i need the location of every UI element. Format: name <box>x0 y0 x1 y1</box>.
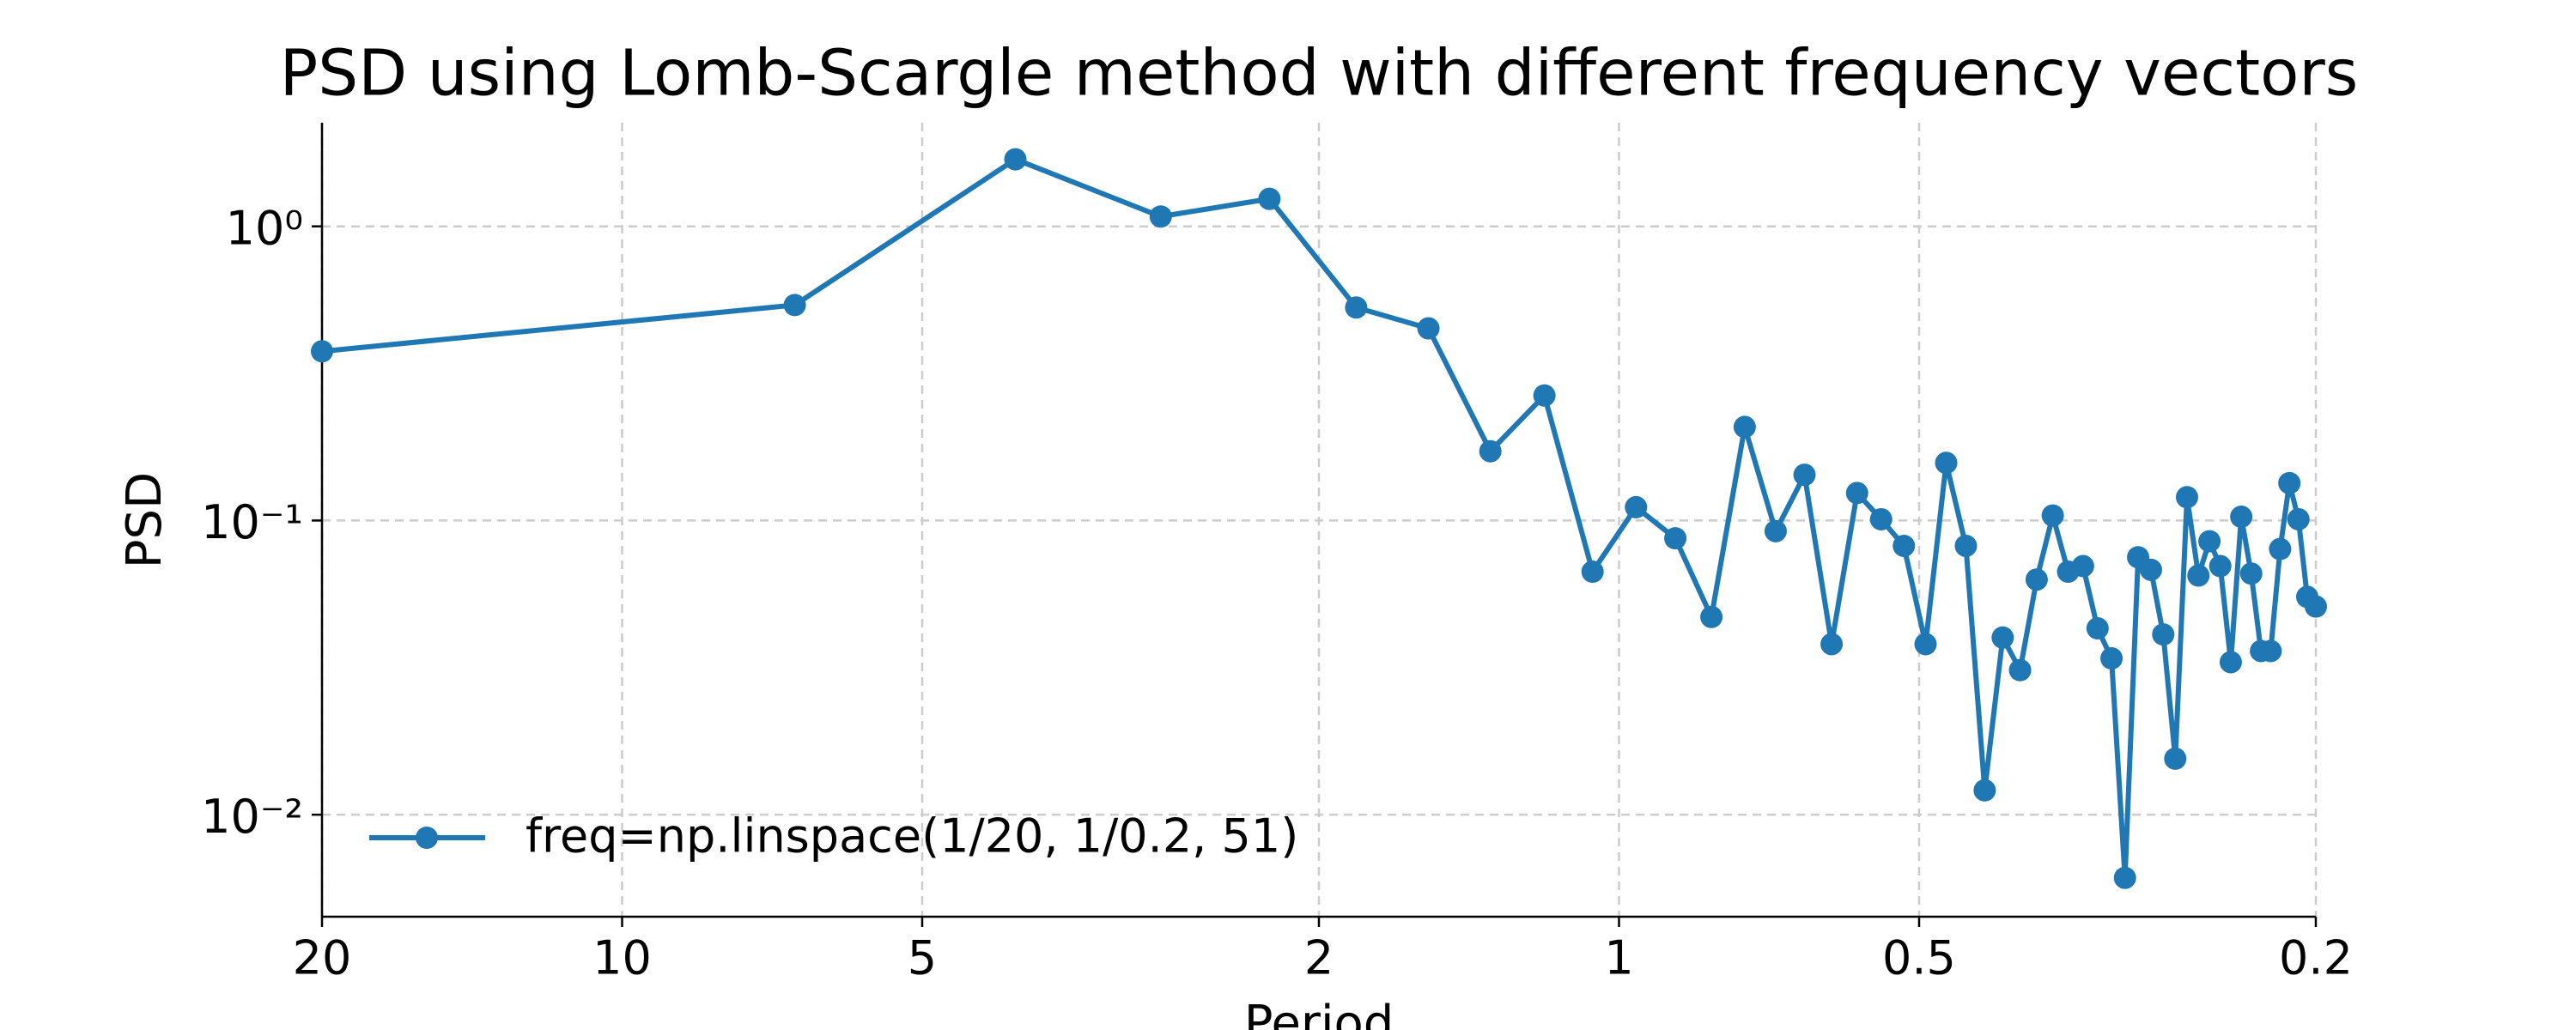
y-axis-label: PSD <box>117 472 173 568</box>
data-point <box>2269 537 2292 560</box>
data-point <box>1733 415 1756 439</box>
data-point <box>1149 205 1172 228</box>
chart-title: PSD using Lomb-Scargle method with diffe… <box>280 37 2359 111</box>
data-point <box>1954 534 1978 557</box>
legend-marker <box>416 827 438 849</box>
data-point <box>1914 633 1937 656</box>
data-point <box>1479 439 1502 463</box>
data-point <box>2025 568 2048 591</box>
data-point <box>1973 779 1996 802</box>
data-point <box>1258 187 1281 210</box>
data-point <box>1700 605 1723 628</box>
data-point <box>2041 504 2064 527</box>
data-point <box>2164 747 2187 770</box>
data-point <box>1625 495 1648 518</box>
y-tick-label: 10⁻² <box>201 790 303 844</box>
data-point <box>2287 507 2310 530</box>
data-point <box>2198 530 2221 553</box>
data-point <box>1533 384 1556 407</box>
data-point <box>1820 633 1844 656</box>
data-point <box>1793 464 1816 487</box>
data-point <box>2187 564 2210 587</box>
data-point <box>783 294 806 317</box>
data-point <box>1893 534 1916 557</box>
data-point <box>1581 560 1604 584</box>
data-point <box>2219 651 2242 674</box>
data-point <box>2305 595 2327 618</box>
data-point <box>2259 639 2282 663</box>
data-point <box>2086 617 2109 640</box>
data-point <box>2278 471 2301 494</box>
data-point <box>311 340 333 363</box>
x-axis-label: Period <box>1244 996 1394 1030</box>
x-tick-label: 10 <box>592 931 652 985</box>
data-point <box>1664 527 1687 550</box>
data-point <box>2175 486 2198 509</box>
data-point <box>2139 558 2162 581</box>
x-tick-label: 1 <box>1604 931 1633 985</box>
data-point <box>2100 646 2123 670</box>
data-point <box>1345 296 1368 319</box>
y-tick-label: 10⁰ <box>226 201 303 255</box>
legend-label: freq=np.linspace(1/20, 1/0.2, 51) <box>526 809 1298 863</box>
x-tick-label: 2 <box>1304 931 1334 985</box>
data-point <box>1764 519 1787 542</box>
data-point <box>2152 623 2175 646</box>
data-point <box>2230 506 2253 529</box>
data-point <box>1935 451 1958 475</box>
data-point <box>2113 866 2136 889</box>
data-point <box>2008 658 2032 682</box>
x-tick-label: 20 <box>293 931 352 985</box>
x-tick-label: 0.2 <box>2279 931 2353 985</box>
data-point <box>1845 482 1868 505</box>
x-tick-label: 0.5 <box>1882 931 1956 985</box>
data-point <box>1004 148 1027 171</box>
data-point <box>2208 554 2232 578</box>
data-point <box>1869 507 1893 530</box>
x-tick-label: 5 <box>908 931 937 985</box>
y-tick-label: 10⁻¹ <box>201 495 303 549</box>
data-point <box>1417 317 1440 340</box>
data-point <box>2071 554 2094 578</box>
data-point <box>2239 562 2263 585</box>
data-point <box>1991 626 2014 649</box>
